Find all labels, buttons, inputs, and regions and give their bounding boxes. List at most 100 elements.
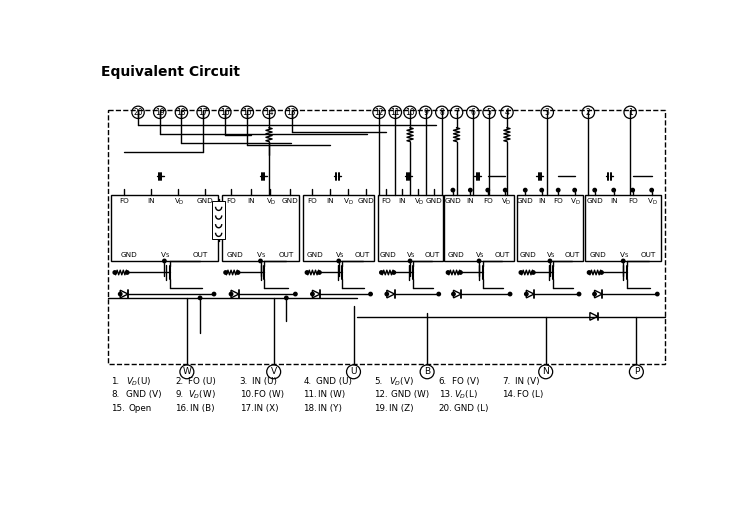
Text: $V_D$(L): $V_D$(L): [454, 389, 478, 401]
Circle shape: [392, 271, 396, 274]
Text: D: D: [419, 199, 423, 204]
Circle shape: [587, 271, 591, 274]
Text: V: V: [407, 252, 412, 258]
Circle shape: [548, 260, 552, 263]
Text: GND: GND: [426, 198, 443, 204]
Text: GND: GND: [590, 252, 606, 258]
Circle shape: [113, 271, 116, 274]
Text: 6.: 6.: [439, 377, 447, 386]
Text: P: P: [634, 367, 639, 376]
Text: GND: GND: [306, 252, 324, 258]
Circle shape: [446, 271, 450, 274]
Text: 4.: 4.: [303, 377, 311, 386]
Circle shape: [600, 271, 603, 274]
Text: B: B: [424, 367, 430, 376]
Text: 13: 13: [287, 108, 297, 117]
Text: 3.: 3.: [240, 377, 248, 386]
Text: D: D: [348, 199, 352, 204]
Circle shape: [532, 271, 535, 274]
Bar: [213, 201, 225, 239]
Text: 19: 19: [155, 108, 164, 117]
Text: 7.: 7.: [502, 377, 511, 386]
Text: GND (W): GND (W): [391, 390, 430, 400]
Text: 9.: 9.: [175, 390, 183, 400]
Text: 4: 4: [505, 108, 509, 117]
Text: D: D: [179, 199, 182, 204]
Circle shape: [452, 292, 455, 296]
Text: 20: 20: [133, 108, 143, 117]
Text: FO (U): FO (U): [188, 377, 216, 386]
Text: IN (Y): IN (Y): [318, 403, 342, 413]
Bar: [222, 195, 299, 261]
Text: V: V: [620, 252, 625, 258]
Text: $V_D$(V): $V_D$(V): [389, 376, 415, 388]
Text: GND (L): GND (L): [454, 403, 489, 413]
Text: 2.: 2.: [175, 377, 183, 386]
Circle shape: [119, 292, 122, 296]
Circle shape: [229, 292, 233, 296]
Bar: [444, 195, 514, 261]
Text: V: V: [161, 252, 166, 258]
Text: GND: GND: [587, 198, 603, 204]
Text: S: S: [339, 253, 343, 258]
Text: GND: GND: [445, 198, 461, 204]
Circle shape: [486, 188, 490, 192]
Circle shape: [369, 292, 372, 296]
Text: OUT: OUT: [192, 252, 208, 258]
Text: GND: GND: [448, 252, 464, 258]
Text: 18.: 18.: [303, 403, 317, 413]
Text: GND: GND: [120, 252, 137, 258]
Text: OUT: OUT: [279, 252, 294, 258]
Text: V: V: [547, 252, 552, 258]
Text: FO (L): FO (L): [517, 390, 544, 400]
Text: FO: FO: [628, 198, 638, 204]
Text: IN: IN: [326, 198, 333, 204]
Text: 16.: 16.: [175, 403, 189, 413]
Text: GND: GND: [357, 198, 374, 204]
Text: V: V: [476, 252, 481, 258]
Circle shape: [478, 260, 481, 263]
Circle shape: [593, 188, 596, 192]
Circle shape: [318, 271, 321, 274]
Circle shape: [523, 188, 527, 192]
Circle shape: [409, 260, 412, 263]
Text: 5: 5: [487, 108, 492, 117]
Circle shape: [503, 188, 507, 192]
Text: V: V: [336, 252, 340, 258]
Text: U: U: [350, 367, 357, 376]
Text: 17: 17: [198, 108, 208, 117]
Text: FO: FO: [227, 198, 237, 204]
Text: 8.: 8.: [111, 390, 119, 400]
Circle shape: [385, 292, 388, 296]
Circle shape: [469, 188, 472, 192]
Text: 9: 9: [423, 108, 428, 117]
Text: FO (V): FO (V): [452, 377, 479, 386]
Text: GND: GND: [226, 252, 243, 258]
Text: 11: 11: [391, 108, 400, 117]
Circle shape: [213, 292, 216, 296]
Circle shape: [437, 292, 440, 296]
Text: 10.: 10.: [240, 390, 253, 400]
Circle shape: [578, 292, 581, 296]
Text: 5.: 5.: [375, 377, 383, 386]
Text: S: S: [261, 253, 265, 258]
Text: FO: FO: [553, 198, 563, 204]
Text: 18: 18: [176, 108, 186, 117]
Text: 2: 2: [586, 108, 591, 117]
Text: OUT: OUT: [641, 252, 656, 258]
Text: D: D: [506, 199, 510, 204]
Circle shape: [337, 260, 340, 263]
Text: 17.: 17.: [240, 403, 253, 413]
Text: V: V: [267, 198, 272, 204]
Text: V: V: [502, 198, 507, 204]
Text: 14.: 14.: [502, 390, 516, 400]
Circle shape: [650, 188, 653, 192]
Text: 19.: 19.: [375, 403, 388, 413]
Text: V: V: [572, 198, 576, 204]
Bar: [378, 195, 442, 261]
Text: IN: IN: [610, 198, 617, 204]
Text: IN (W): IN (W): [318, 390, 345, 400]
Text: IN (B): IN (B): [190, 403, 215, 413]
Text: Open: Open: [128, 403, 152, 413]
Text: Equivalent Circuit: Equivalent Circuit: [101, 65, 240, 79]
